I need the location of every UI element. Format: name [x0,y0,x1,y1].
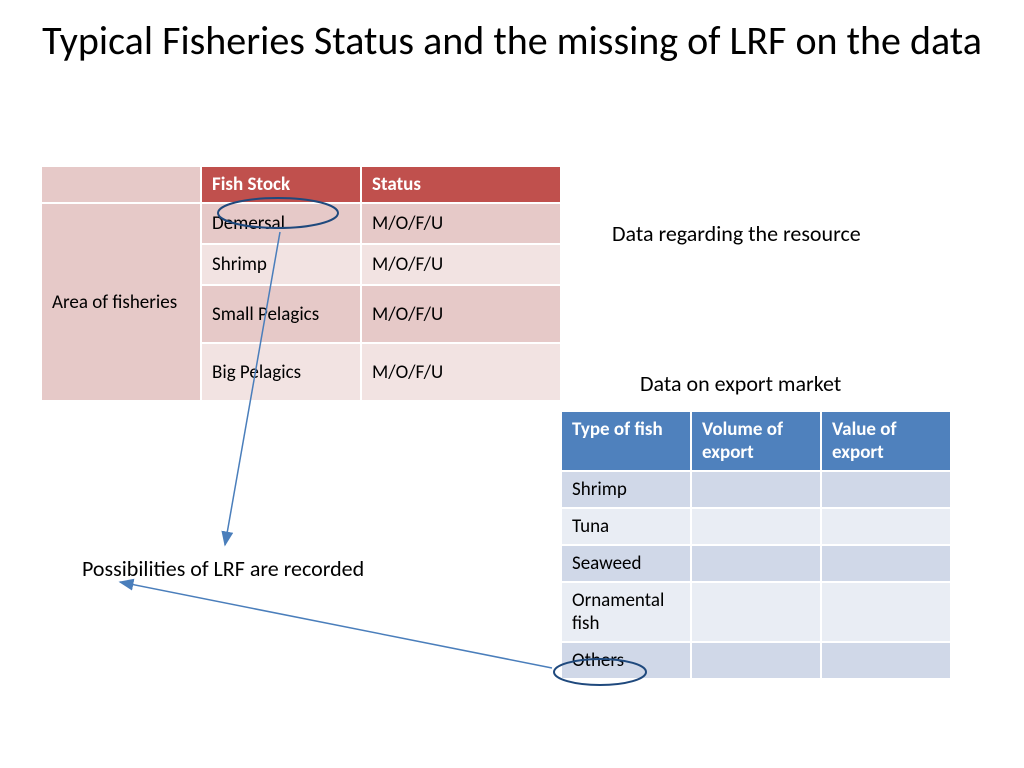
table2-header-value: Value of export [821,411,951,471]
cell-status: M/O/F/U [361,203,561,244]
cell-type: Seaweed [561,545,691,582]
table-header-status: Status [361,166,561,203]
cell-volume [691,582,821,642]
cell-volume [691,545,821,582]
cell-value [821,471,951,508]
caption-lrf: Possibilities of LRF are recorded [82,555,364,582]
cell-stock: Shrimp [201,244,361,285]
cell-volume [691,508,821,545]
cell-stock: Small Pelagics [201,285,361,343]
table-header-blank [41,166,201,203]
slide-title: Typical Fisheries Status and the missing… [0,0,1024,64]
export-table: Type of fish Volume of export Value of e… [560,410,952,680]
cell-status: M/O/F/U [361,285,561,343]
cell-type: Tuna [561,508,691,545]
cell-value [821,582,951,642]
cell-value [821,642,951,679]
cell-stock: Big Pelagics [201,343,361,401]
table2-header-volume: Volume of export [691,411,821,471]
fisheries-status-table: Fish Stock Status Area of fisheries Deme… [40,165,562,402]
area-of-fisheries-label: Area of fisheries [41,203,201,401]
table-header-stock: Fish Stock [201,166,361,203]
cell-status: M/O/F/U [361,343,561,401]
cell-status: M/O/F/U [361,244,561,285]
cell-value [821,545,951,582]
cell-type: Shrimp [561,471,691,508]
cell-type: Ornamental fish [561,582,691,642]
cell-value [821,508,951,545]
arrow-others-to-lrf [120,582,552,668]
table2-header-type: Type of fish [561,411,691,471]
cell-volume [691,642,821,679]
cell-type: Others [561,642,691,679]
cell-volume [691,471,821,508]
cell-stock: Demersal [201,203,361,244]
caption-export: Data on export market [640,370,841,397]
caption-resource: Data regarding the resource [612,220,861,247]
